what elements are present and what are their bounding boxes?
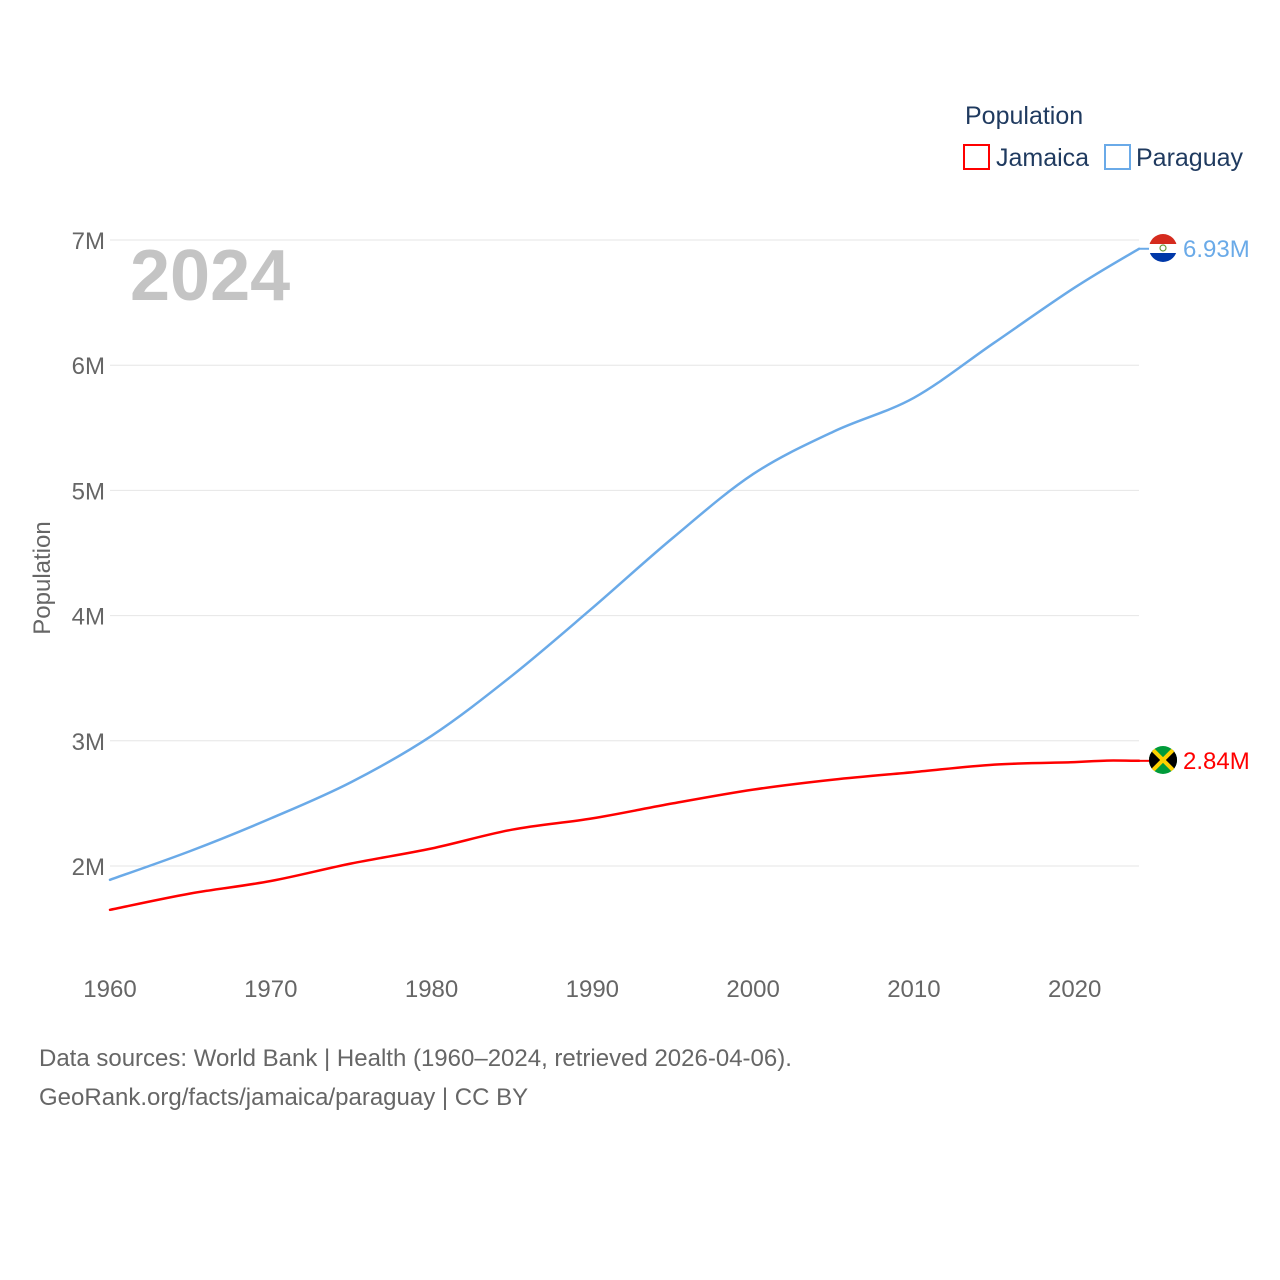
paraguay-flag-icon bbox=[1149, 234, 1177, 262]
footer-attribution: GeoRank.org/facts/jamaica/paraguay | CC … bbox=[39, 1084, 529, 1111]
x-tick-label: 2010 bbox=[887, 976, 940, 1003]
year-label: 2024 bbox=[130, 236, 290, 316]
x-tick-label: 2000 bbox=[726, 976, 779, 1003]
legend-label-jamaica: Jamaica bbox=[996, 144, 1089, 172]
footer-sources: Data sources: World Bank | Health (1960–… bbox=[39, 1045, 792, 1072]
series-lines bbox=[108, 247, 1149, 912]
legend-item-jamaica[interactable]: Jamaica bbox=[963, 144, 1089, 172]
y-tick-label: 3M bbox=[72, 729, 105, 756]
series-end-labels: 2.84M 6.93M bbox=[1183, 236, 1250, 775]
legend-item-paraguay[interactable]: Paraguay bbox=[1104, 144, 1244, 172]
population-chart: 2M 3M 4M 5M 6M 7M 1960 1970 1980 1990 2000 2010 202… bbox=[29, 102, 1250, 1003]
legend-label-paraguay: Paraguay bbox=[1136, 144, 1244, 172]
y-tick-label: 6M bbox=[72, 353, 105, 380]
legend-title: Population bbox=[965, 102, 1083, 130]
y-axis-ticks: 2M 3M 4M 5M 6M 7M bbox=[72, 228, 105, 881]
gridlines bbox=[110, 239, 1139, 867]
y-tick-label: 2M bbox=[72, 854, 105, 881]
legend-swatch-paraguay bbox=[1104, 144, 1131, 170]
x-tick-label: 1970 bbox=[244, 976, 297, 1003]
x-axis-ticks: 1960 1970 1980 1990 2000 2010 2020 bbox=[83, 976, 1101, 1003]
x-tick-label: 1990 bbox=[566, 976, 619, 1003]
legend-swatch-jamaica bbox=[963, 144, 990, 170]
y-tick-label: 5M bbox=[72, 478, 105, 505]
jamaica-flag-icon bbox=[1149, 746, 1177, 774]
series-line-paraguay[interactable] bbox=[108, 247, 1141, 882]
y-tick-label: 7M bbox=[72, 228, 105, 255]
x-tick-label: 1980 bbox=[405, 976, 458, 1003]
x-tick-label: 1960 bbox=[83, 976, 136, 1003]
legend: Population Jamaica Paraguay bbox=[963, 102, 1244, 172]
x-tick-label: 2020 bbox=[1048, 976, 1101, 1003]
end-label-paraguay: 6.93M bbox=[1183, 236, 1250, 263]
y-axis-label: Population bbox=[29, 521, 56, 634]
y-tick-label: 4M bbox=[72, 604, 105, 631]
end-label-jamaica: 2.84M bbox=[1183, 748, 1250, 775]
series-line-jamaica[interactable] bbox=[108, 759, 1141, 912]
